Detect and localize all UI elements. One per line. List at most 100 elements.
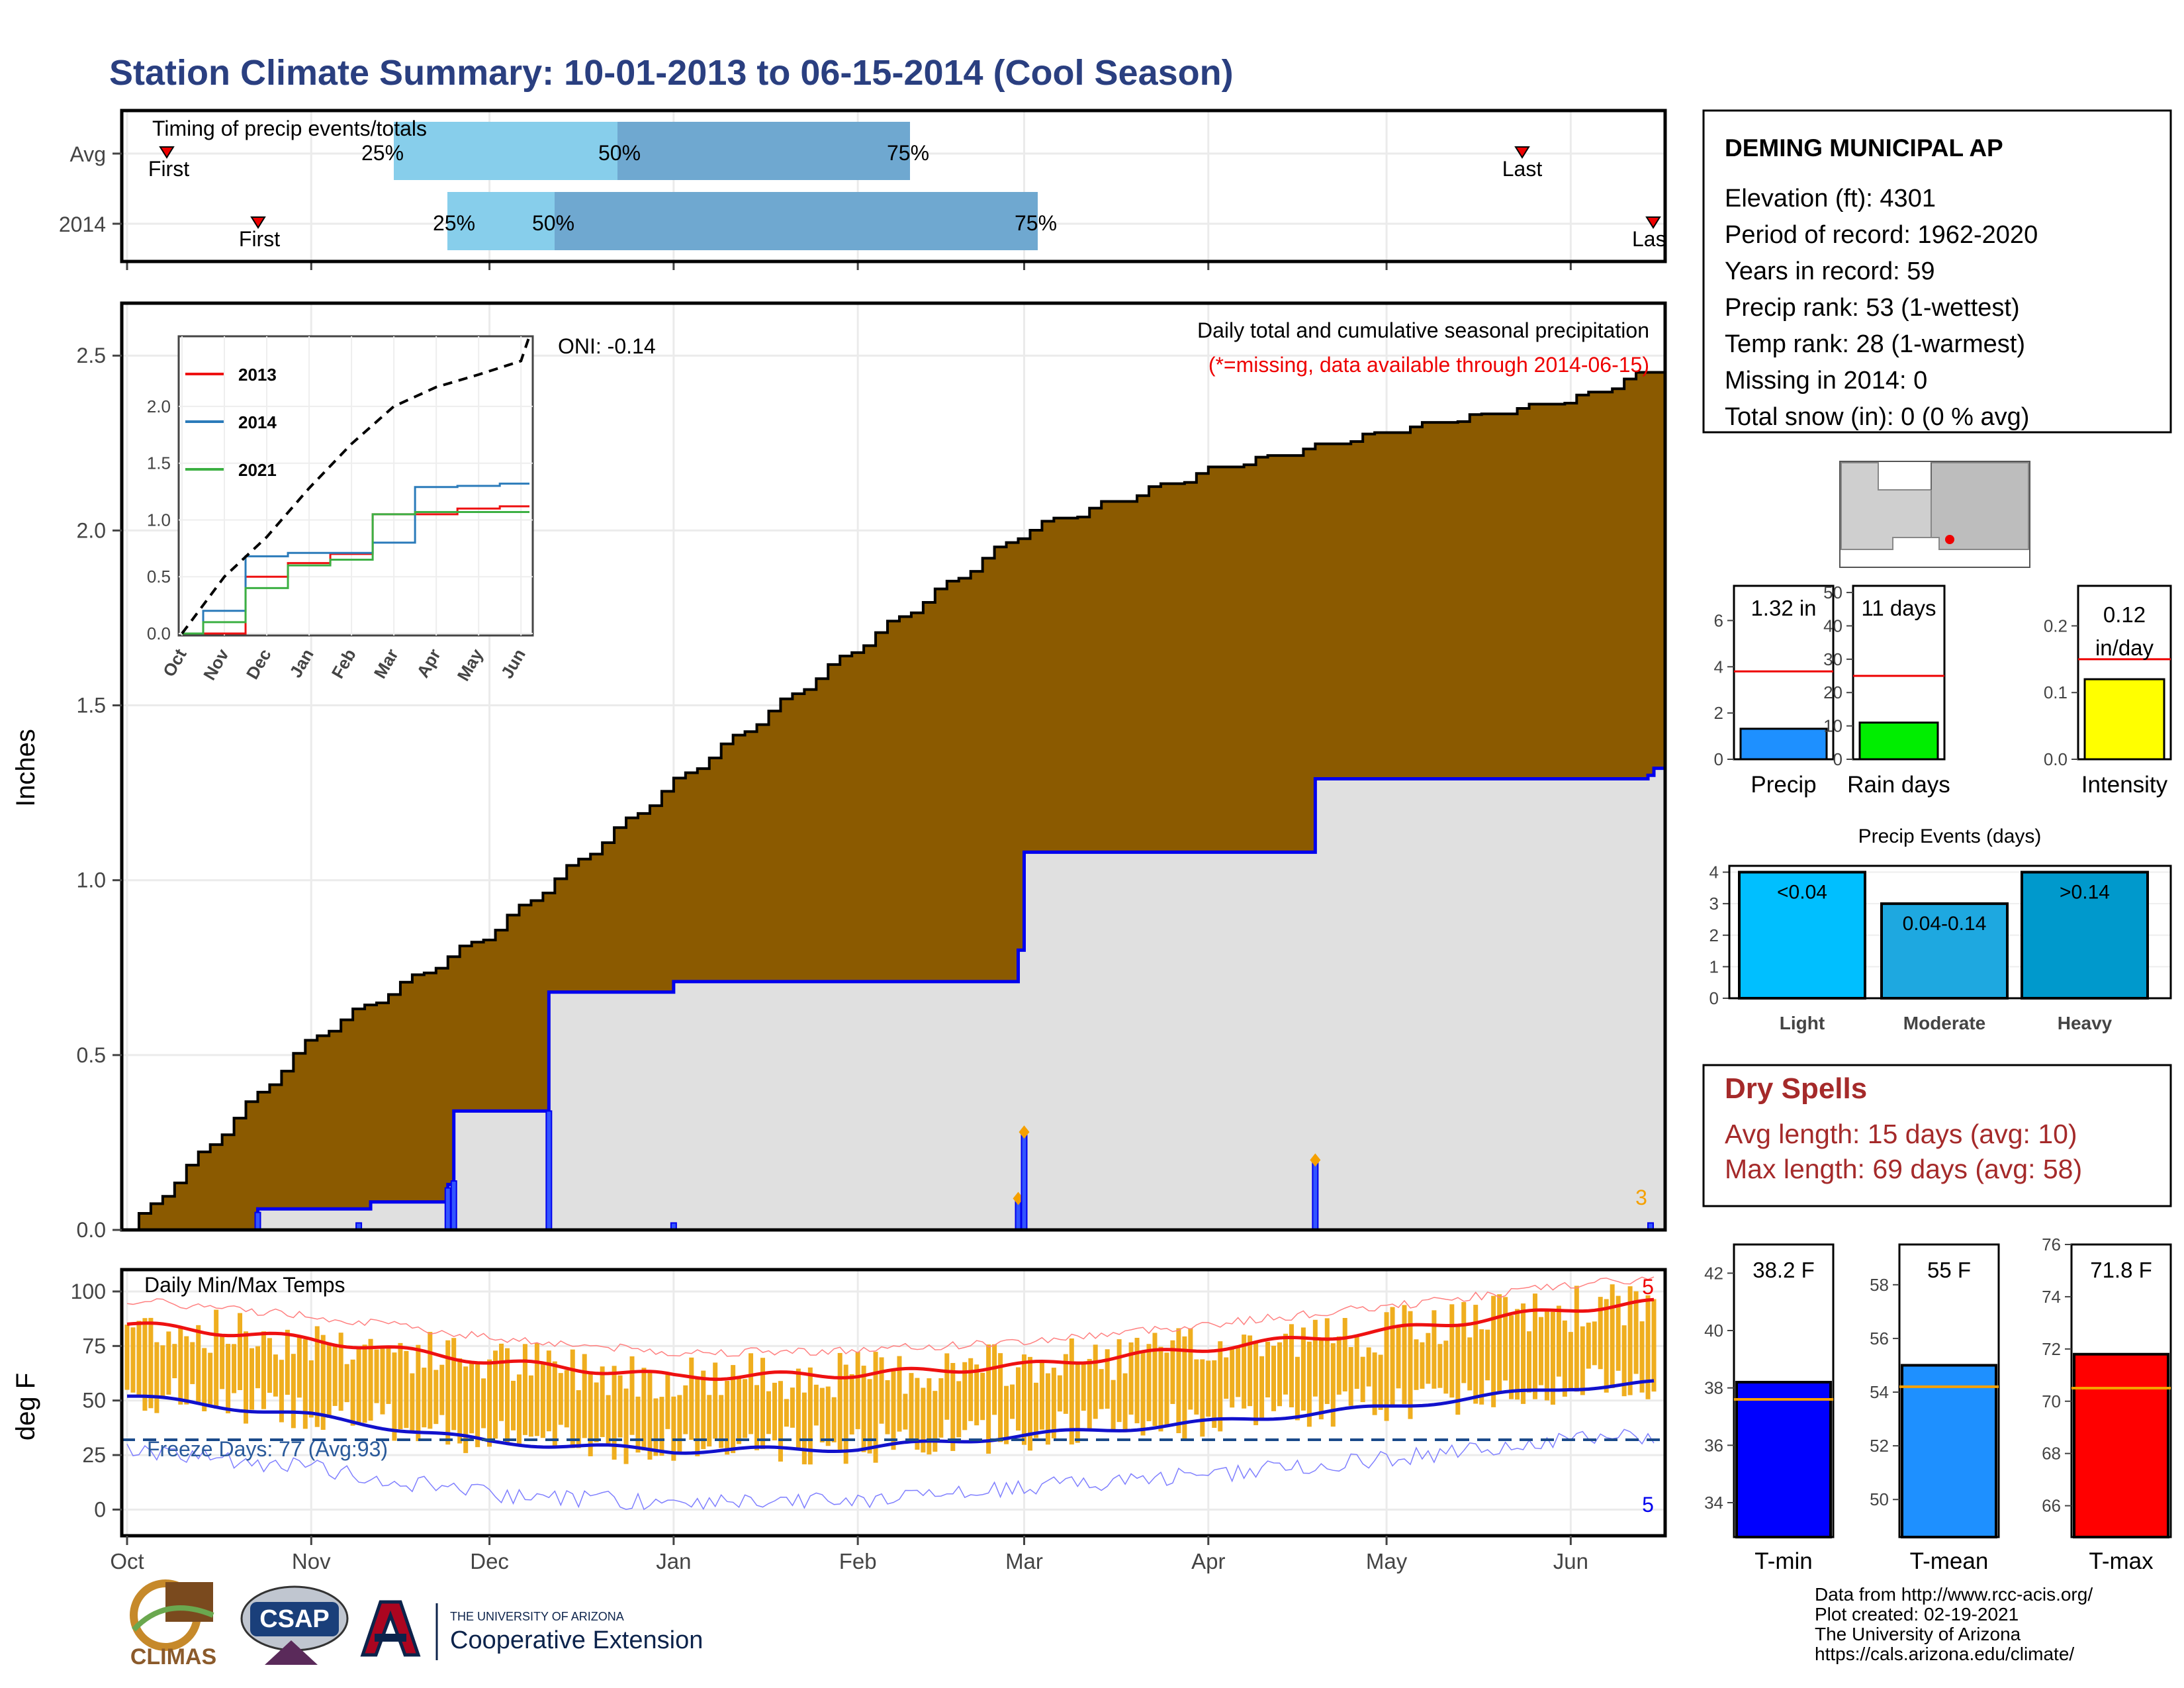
events-cat-2: Heavy xyxy=(2058,1013,2113,1033)
precip-ytick-label-3: 1.5 xyxy=(77,694,106,718)
precip-ytick-label-5: 2.5 xyxy=(77,344,106,367)
temp-bar-11 xyxy=(190,1342,195,1384)
temp-bar-227 xyxy=(1473,1305,1479,1404)
temp-bar-256 xyxy=(1645,1295,1651,1399)
temp-bar-221 xyxy=(1437,1344,1443,1388)
temp-bar-96 xyxy=(695,1378,700,1456)
temp-bar-113 xyxy=(796,1368,801,1450)
precip-ytick-label-1: 0.5 xyxy=(77,1043,106,1067)
temp-bar-240 xyxy=(1550,1311,1555,1405)
temp-bar-69 xyxy=(534,1342,539,1436)
temp-bar-65 xyxy=(510,1380,516,1430)
temp-bar-100 xyxy=(719,1395,724,1448)
page-title: Station Climate Summary: 10-01-2013 to 0… xyxy=(109,53,1234,93)
events-frame xyxy=(1728,865,2172,1000)
timing-panel: Timing of precip events/totals Avg 2014 … xyxy=(59,109,1667,270)
temp-bar-38 xyxy=(350,1359,355,1426)
avg-q75-label: 75% xyxy=(887,141,929,165)
temp-bar-172 xyxy=(1146,1344,1152,1421)
tbar-label-1: T-mean xyxy=(1910,1548,1989,1574)
temp-bar-178 xyxy=(1182,1336,1187,1439)
xaxis-label-1: Nov xyxy=(292,1549,331,1573)
temp-bar-13 xyxy=(202,1348,207,1411)
temp-bar-78 xyxy=(588,1371,593,1456)
temp-bar-2 xyxy=(136,1321,142,1397)
y2014-q50-label: 50% xyxy=(532,211,574,235)
daily-event-marker-1 xyxy=(1019,1125,1030,1139)
events-ytick-label-2: 2 xyxy=(1709,925,1719,945)
temp-bar-210 xyxy=(1372,1352,1377,1415)
ua-logo: THE UNIVERSITY OF ARIZONA Cooperative Ex… xyxy=(360,1600,703,1660)
tbar-ytick-label-2-3: 72 xyxy=(2042,1339,2061,1359)
temp-bar-133 xyxy=(915,1378,920,1450)
inset-ytick-1: 0.5 xyxy=(147,567,171,586)
inset-ytick-4: 2.0 xyxy=(147,397,171,416)
temp-bar-142 xyxy=(968,1358,974,1421)
temp-bar-141 xyxy=(962,1362,968,1430)
tbar-ytick-label-2-5: 76 xyxy=(2042,1235,2061,1254)
temp-bar-31 xyxy=(308,1360,314,1418)
temp-bar-110 xyxy=(778,1381,783,1462)
temp-bar-206 xyxy=(1348,1347,1353,1406)
precip-caption: Daily total and cumulative seasonal prec… xyxy=(1197,318,1649,342)
temp-bar-16 xyxy=(220,1335,225,1389)
temp-bar-48 xyxy=(410,1373,415,1432)
tbar-ytick-label-2-4: 74 xyxy=(2042,1287,2061,1307)
tbar-ytick-label-0-2: 38 xyxy=(1704,1378,1723,1398)
mini-bar-Intensity xyxy=(2083,678,2165,761)
temp-bar-200 xyxy=(1312,1319,1318,1397)
inset-ytick-2: 1.0 xyxy=(147,510,171,530)
temp-bar-150 xyxy=(1016,1367,1021,1431)
temp-bar-126 xyxy=(873,1352,878,1463)
temp-bar-62 xyxy=(493,1350,498,1439)
avg-50-75-bar xyxy=(617,122,910,180)
temp-bar-90 xyxy=(659,1397,664,1456)
precip-panel: 0.0 0.5 1.0 1.5 2.0 2.5 Inches ONI: -0.14 Dai… xyxy=(11,301,1667,1242)
temp-bar-174 xyxy=(1158,1346,1163,1432)
temp-bar-234 xyxy=(1515,1309,1520,1400)
temp-bar-226 xyxy=(1467,1337,1473,1391)
events-title: Precip Events (days) xyxy=(1858,825,2042,847)
temp-bar-14 xyxy=(208,1352,213,1405)
temp-bar-182 xyxy=(1206,1360,1211,1417)
tbar-T-min xyxy=(1735,1381,1832,1538)
daily-precip-bar-0 xyxy=(254,1211,261,1231)
record-min-line xyxy=(126,1429,1655,1511)
temp-bar-251 xyxy=(1615,1295,1621,1371)
legend-2013: 2013 xyxy=(238,365,277,385)
temp-bar-220 xyxy=(1432,1310,1437,1389)
temp-bar-3 xyxy=(142,1318,148,1411)
temp-bar-43 xyxy=(380,1348,385,1415)
tbar-value-1: 55 F xyxy=(1927,1258,1971,1282)
temp-bar-73 xyxy=(558,1373,563,1425)
temp-bar-196 xyxy=(1289,1324,1294,1407)
temp-bar-215 xyxy=(1402,1305,1407,1405)
info-missing: Missing in 2014: 0 xyxy=(1725,367,1927,395)
temp-bar-161 xyxy=(1081,1363,1086,1411)
temp-bar-22 xyxy=(255,1346,260,1389)
temp-bar-49 xyxy=(416,1344,421,1442)
max-count-label: 5 xyxy=(1642,1275,1654,1299)
inset-ytick-3: 1.5 xyxy=(147,453,171,473)
daily-precip-bar-4 xyxy=(545,1110,553,1231)
avg-max-line xyxy=(126,1297,1655,1382)
temp-bar-244 xyxy=(1574,1286,1579,1392)
temp-bar-132 xyxy=(909,1373,914,1443)
temp-bar-216 xyxy=(1408,1311,1413,1419)
temp-bar-167 xyxy=(1116,1339,1122,1423)
events-bar-Heavy xyxy=(2021,870,2149,1000)
temp-bar-224 xyxy=(1455,1326,1461,1415)
temp-bar-116 xyxy=(813,1384,819,1426)
temp-bar-252 xyxy=(1621,1325,1627,1397)
temp-bar-71 xyxy=(546,1350,551,1432)
temp-bar-193 xyxy=(1271,1345,1277,1411)
avg-first-marker xyxy=(159,146,175,159)
temp-bar-131 xyxy=(903,1393,908,1430)
temp-bar-50 xyxy=(422,1368,427,1428)
temp-bar-135 xyxy=(927,1378,932,1455)
events-ytick-label-3: 3 xyxy=(1709,894,1719,914)
mini-value-0: 1.32 in xyxy=(1751,596,1816,620)
y2014-first-label: First xyxy=(239,227,280,251)
temp-bar-53 xyxy=(439,1364,445,1415)
